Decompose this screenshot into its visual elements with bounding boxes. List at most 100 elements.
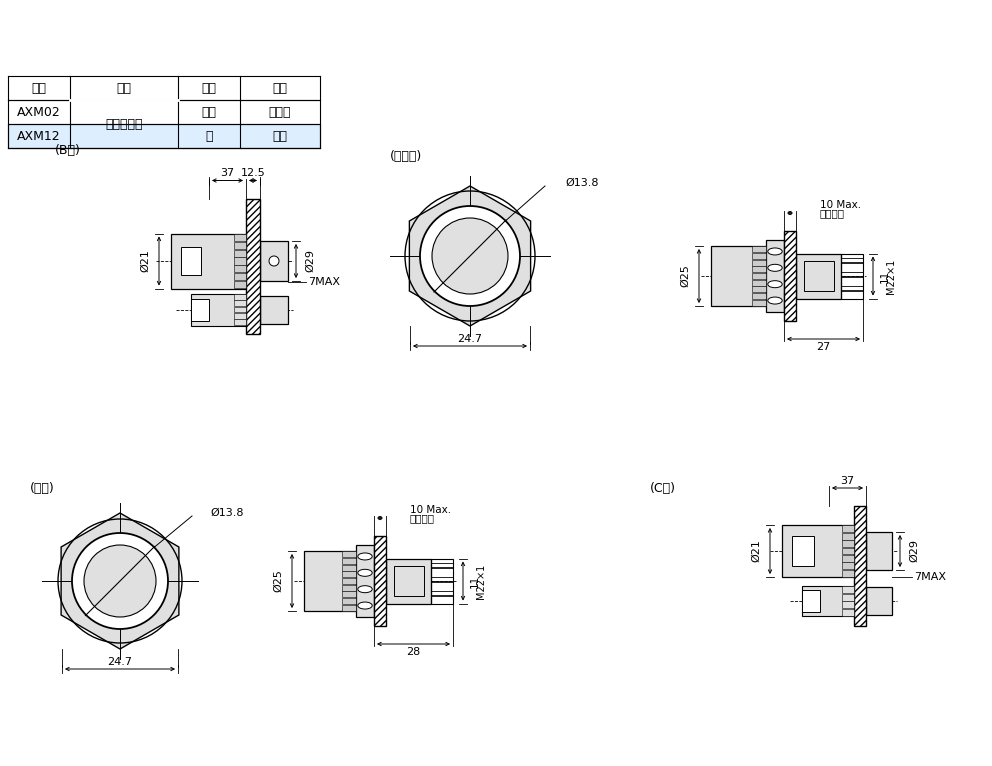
Text: Ø25: Ø25 [273,570,283,592]
Text: 11: 11 [880,270,890,283]
Text: 10 Max.: 10 Max. [410,505,451,515]
Ellipse shape [768,248,783,255]
Bar [234,319,246,326]
Text: 不带: 不带 [201,106,216,119]
Text: Ø21: Ø21 [140,250,150,273]
Bar [8,124,320,148]
Bar [260,296,288,323]
Ellipse shape [768,297,783,304]
Text: 材质: 材质 [273,81,288,94]
Text: 不锈钢: 不锈钢 [269,106,292,119]
Bar [842,548,854,555]
Ellipse shape [768,264,783,271]
Bar [854,506,866,626]
Bar [802,586,854,616]
Text: (C形): (C形) [650,482,676,495]
Bar [842,594,854,601]
Bar [752,286,766,293]
Text: 7MAX: 7MAX [308,277,340,287]
Bar [191,293,246,326]
Bar [342,584,356,591]
Bar [784,231,796,321]
Bar [766,240,784,312]
Text: 代码: 代码 [32,81,47,94]
Bar [841,254,863,299]
Text: Ø13.8: Ø13.8 [210,508,243,518]
Bar [792,536,814,566]
Circle shape [84,545,156,617]
Bar [842,532,854,539]
Bar [842,601,854,608]
Bar [246,198,260,333]
Bar [342,598,356,604]
Text: 24.7: 24.7 [457,334,482,344]
Bar [181,247,201,275]
Bar [234,306,246,313]
Bar [842,609,854,616]
Bar [342,604,356,611]
Bar [234,241,246,249]
Bar [842,562,854,569]
Circle shape [269,256,279,266]
Bar [752,247,766,252]
Bar [752,267,766,273]
Bar [234,294,246,300]
Text: 28: 28 [407,647,421,657]
Circle shape [72,533,168,629]
Polygon shape [410,186,531,326]
Bar [431,558,453,604]
Text: Ø13.8: Ø13.8 [565,178,598,188]
Text: 37: 37 [220,169,234,178]
Text: M22×1: M22×1 [886,258,896,293]
Text: Ø25: Ø25 [680,264,690,287]
Bar [342,552,356,558]
Bar [342,578,356,584]
Circle shape [432,218,508,294]
Ellipse shape [768,280,783,288]
Bar [752,273,766,279]
Bar [394,566,424,596]
Bar [842,570,854,577]
Bar [374,536,386,626]
Text: 塑料: 塑料 [273,129,288,142]
Text: Ø29: Ø29 [909,539,919,562]
Bar [356,545,374,617]
Text: 类型: 类型 [116,81,132,94]
Bar [191,299,209,320]
Bar [842,525,854,532]
Text: Ø21: Ø21 [751,539,761,562]
Bar [866,587,892,615]
Text: 带: 带 [205,129,212,142]
Bar [804,261,833,291]
Text: (低位): (低位) [30,482,55,495]
Bar [234,257,246,264]
Bar [796,254,841,299]
Ellipse shape [358,602,372,609]
Bar [802,590,820,612]
Bar [234,265,246,273]
Text: 27: 27 [816,342,830,352]
Bar [234,300,246,306]
Text: 面板厚度: 面板厚度 [410,513,435,523]
Bar [234,250,246,257]
Bar [234,313,246,319]
Ellipse shape [358,553,372,560]
Text: (B型): (B型) [55,145,81,158]
Ellipse shape [358,586,372,593]
Bar [234,281,246,288]
Text: (平圆形): (平圆形) [390,149,423,162]
Text: Ø29: Ø29 [305,250,315,273]
Bar [711,246,766,306]
Bar [304,551,356,611]
Bar [752,260,766,266]
Bar [752,280,766,286]
Text: AXM02: AXM02 [17,106,61,119]
Bar [842,555,854,561]
Text: 面板厚度: 面板厚度 [820,208,845,218]
Bar [342,571,356,578]
Polygon shape [62,513,179,649]
Ellipse shape [358,569,372,576]
Bar [842,540,854,547]
Bar [260,241,288,281]
Bar [171,234,246,289]
